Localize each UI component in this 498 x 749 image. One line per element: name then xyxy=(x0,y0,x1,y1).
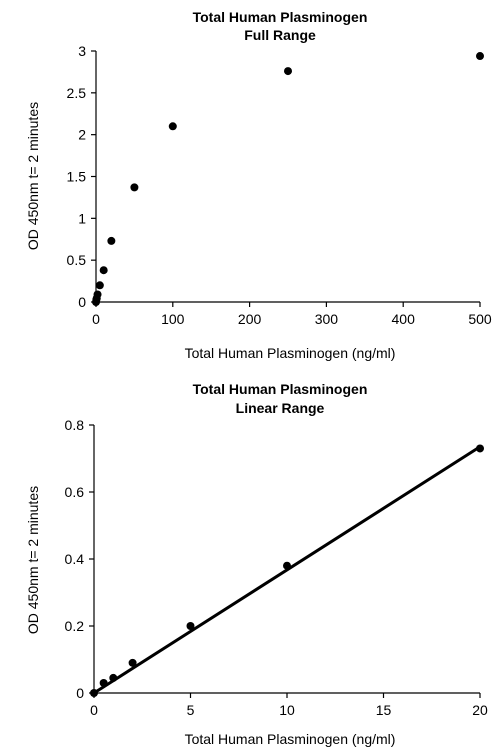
data-point xyxy=(95,281,104,290)
y-ticks: 0 0.5 1 1.5 2 2.5 3 xyxy=(67,43,96,310)
data-point xyxy=(107,236,116,245)
y-tick-label: 2 xyxy=(78,127,86,143)
data-point xyxy=(93,290,102,299)
x-tick-label: 20 xyxy=(472,702,488,718)
y-axis-label: OD 450nm t= 2 minutes xyxy=(25,102,41,250)
data-point xyxy=(130,183,139,192)
x-tick-label: 200 xyxy=(238,311,262,327)
x-tick-label: 300 xyxy=(315,311,339,327)
x-tick-label: 0 xyxy=(90,702,98,718)
linear-fit-line xyxy=(92,445,482,695)
y-tick-label: 0 xyxy=(76,685,84,701)
data-point xyxy=(283,561,291,570)
y-ticks: 0 0.2 0.4 0.6 0.8 xyxy=(65,417,94,701)
data-point xyxy=(476,444,484,453)
y-tick-label: 0.8 xyxy=(65,417,85,433)
x-tick-label: 5 xyxy=(187,702,195,718)
data-point xyxy=(99,266,108,275)
y-tick-label: 2.5 xyxy=(67,85,87,101)
chart-full-range: Total Human Plasminogen Full Range 0 0.5 1… xyxy=(25,9,492,361)
data-point xyxy=(284,67,292,76)
chart-linear-range: Total Human Plasminogen Linear Range 0 0.… xyxy=(25,381,488,747)
data-point xyxy=(99,678,108,687)
data-point xyxy=(168,122,177,131)
y-tick-label: 0 xyxy=(78,294,86,310)
x-tick-label: 10 xyxy=(279,702,295,718)
x-tick-label: 500 xyxy=(468,311,492,327)
x-tick-label: 400 xyxy=(392,311,416,327)
y-tick-label: 1.5 xyxy=(67,169,87,185)
data-point xyxy=(476,52,484,61)
y-tick-label: 0.6 xyxy=(65,484,85,500)
trendline xyxy=(92,445,482,695)
y-axis-label: OD 450nm t= 2 minutes xyxy=(25,486,41,634)
chart-title-line-2: Full Range xyxy=(244,27,316,43)
y-tick-label: 3 xyxy=(78,43,86,59)
chart-title-line-1: Total Human Plasminogen xyxy=(193,9,368,25)
x-ticks: 0 5 10 15 20 xyxy=(90,693,488,718)
data-point xyxy=(128,658,137,667)
y-tick-label: 0.2 xyxy=(65,618,85,634)
chart-title-line-1: Total Human Plasminogen xyxy=(193,381,368,397)
data-points xyxy=(92,52,484,306)
x-tick-label: 0 xyxy=(92,311,100,327)
data-point xyxy=(90,689,98,697)
x-axis-label: Total Human Plasminogen (ng/ml) xyxy=(185,731,396,747)
x-axis-label: Total Human Plasminogen (ng/ml) xyxy=(185,345,396,361)
x-tick-label: 15 xyxy=(376,702,392,718)
data-point xyxy=(186,622,195,630)
y-tick-label: 0.4 xyxy=(65,551,85,567)
x-ticks: 0 100 200 300 400 500 xyxy=(92,302,492,327)
y-tick-label: 1 xyxy=(78,210,86,226)
x-tick-label: 100 xyxy=(161,311,185,327)
y-tick-label: 0.5 xyxy=(67,252,87,268)
data-points xyxy=(90,444,484,697)
chart-title-line-2: Linear Range xyxy=(236,400,325,416)
data-point xyxy=(109,673,118,682)
